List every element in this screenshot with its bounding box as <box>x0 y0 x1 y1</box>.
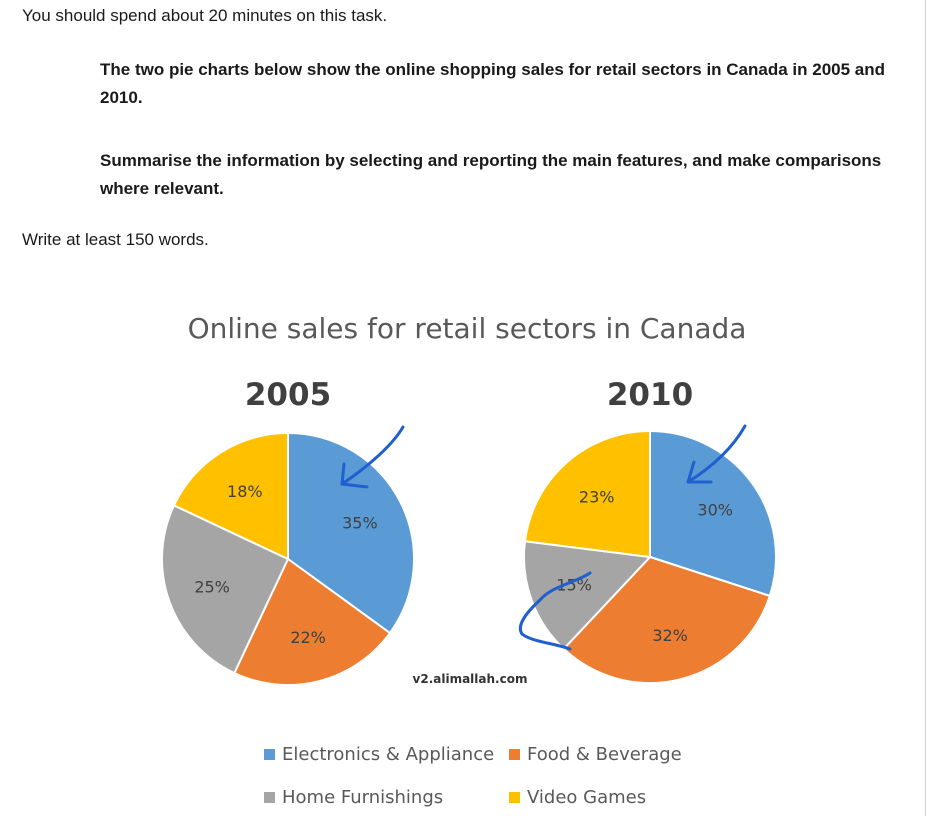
pie-label-2010-3: 23% <box>579 488 615 507</box>
task-description: The two pie charts below show the online… <box>100 60 886 107</box>
squiggle-annotation-2010 <box>518 571 592 651</box>
pie-slice-2005-3 <box>172 431 289 561</box>
legend-label-2: Home Furnishings <box>282 787 443 808</box>
chart-title: Online sales for retail sectors in Canad… <box>188 312 747 345</box>
pie-2005: 2005 35% 22% 25% 18% <box>161 377 415 687</box>
legend-swatch-2 <box>264 792 275 803</box>
legend-swatch-0 <box>264 749 275 760</box>
task-instruction: Summarise the information by selecting a… <box>100 151 882 198</box>
watermark: v2.alimallah.com <box>413 672 528 686</box>
pie-label-2005-3: 18% <box>227 482 263 501</box>
hand-drawn-annotations <box>340 424 747 651</box>
pie-slice-2010-3 <box>523 429 651 559</box>
pie-slice-2010-0 <box>649 429 777 598</box>
pie-title-2005: 2005 <box>245 377 331 413</box>
pie-slice-2010-2 <box>523 540 653 651</box>
pie-label-2010-0: 30% <box>697 501 733 520</box>
pie-slice-2005-0 <box>287 431 415 635</box>
word-count-note: Write at least 150 words. <box>22 230 209 249</box>
pie-slice-2005-2 <box>161 504 290 675</box>
pie-title-2010: 2010 <box>607 377 693 413</box>
legend-swatch-1 <box>509 749 520 760</box>
pie-slice-2010-1 <box>562 555 772 684</box>
legend-label-3: Video Games <box>527 787 646 808</box>
legend: Electronics & Appliance Food & Beverage Ho… <box>264 744 682 808</box>
intro-text: You should spend about 20 minutes on thi… <box>22 6 388 25</box>
legend-label-1: Food & Beverage <box>527 744 682 765</box>
pie-label-2005-0: 35% <box>342 513 378 532</box>
right-border <box>925 0 926 816</box>
arrow-annotation-2010 <box>686 424 747 484</box>
pie-2010: 2010 30% 32% 15% 23% <box>523 377 777 684</box>
legend-swatch-3 <box>509 792 520 803</box>
pie-label-2005-1: 22% <box>290 628 326 647</box>
pie-label-2005-2: 25% <box>194 577 230 596</box>
pie-label-2010-1: 32% <box>652 626 688 645</box>
pie-label-2010-2: 15% <box>556 575 592 594</box>
arrow-annotation-2005 <box>340 425 405 489</box>
legend-label-0: Electronics & Appliance <box>282 744 494 765</box>
